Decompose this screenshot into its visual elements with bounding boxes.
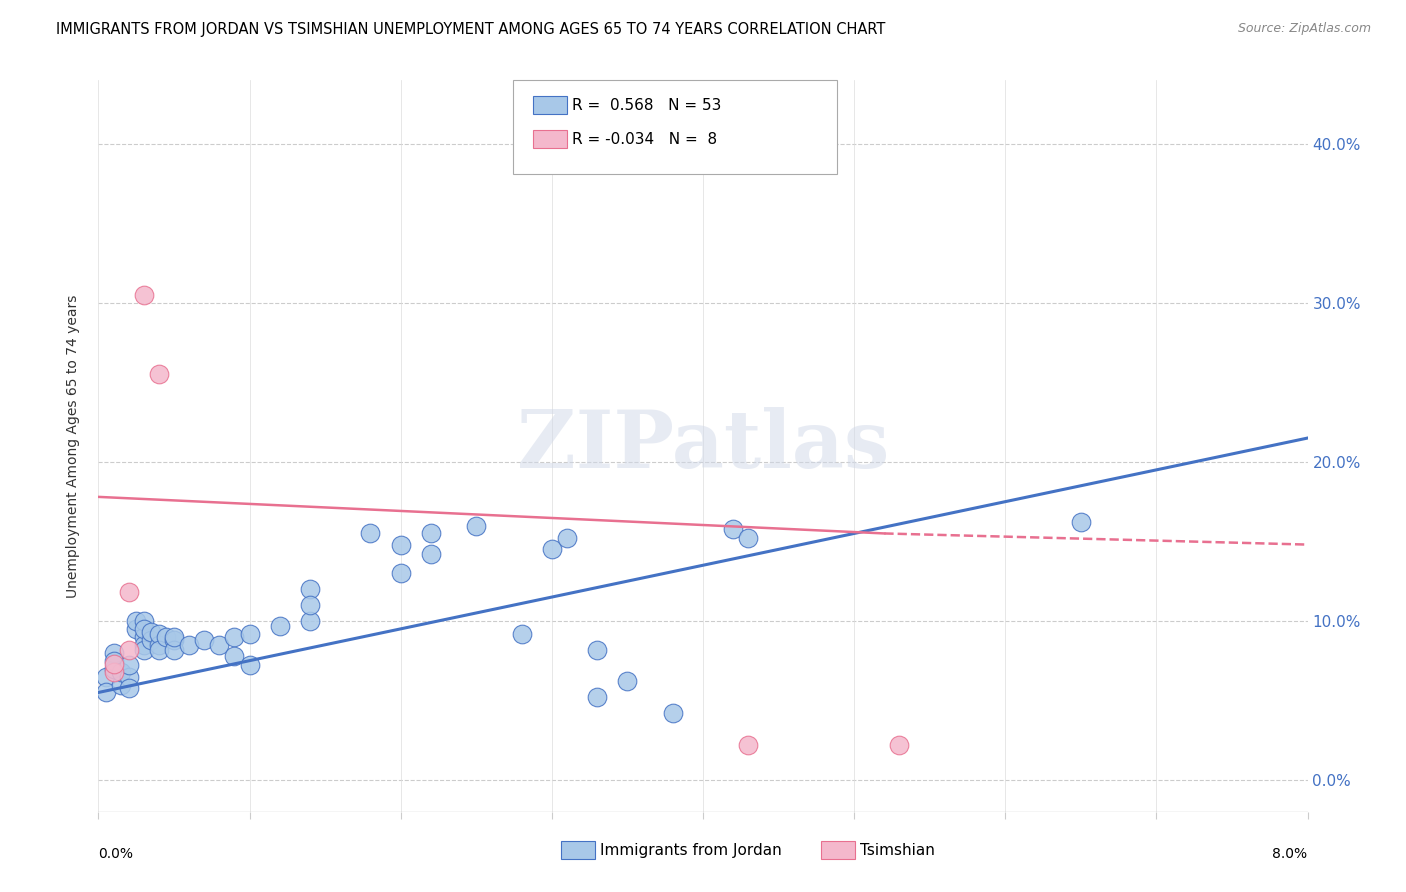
Point xyxy=(360,526,382,541)
Point xyxy=(132,630,155,644)
Point xyxy=(155,630,177,644)
Point xyxy=(103,662,125,676)
Point xyxy=(103,657,125,671)
Point xyxy=(141,625,163,640)
Point xyxy=(889,738,911,752)
Text: IMMIGRANTS FROM JORDAN VS TSIMSHIAN UNEMPLOYMENT AMONG AGES 65 TO 74 YEARS CORRE: IMMIGRANTS FROM JORDAN VS TSIMSHIAN UNEM… xyxy=(56,22,886,37)
Point xyxy=(103,646,125,660)
Point xyxy=(586,690,609,705)
Point xyxy=(94,669,117,683)
Point xyxy=(179,638,201,652)
Point xyxy=(141,632,163,647)
Text: Tsimshian: Tsimshian xyxy=(860,843,935,857)
Point xyxy=(132,642,155,657)
Point xyxy=(737,738,759,752)
Point xyxy=(299,614,322,628)
Text: 0.0%: 0.0% xyxy=(98,847,134,861)
Point xyxy=(118,669,141,683)
Point xyxy=(723,522,745,536)
Point xyxy=(239,658,262,673)
Point xyxy=(1070,516,1092,530)
Text: ZIPatlas: ZIPatlas xyxy=(517,407,889,485)
Point xyxy=(118,585,141,599)
Text: R = -0.034   N =  8: R = -0.034 N = 8 xyxy=(572,132,717,146)
Point xyxy=(163,642,186,657)
Point xyxy=(110,665,132,679)
Point xyxy=(103,665,125,679)
Y-axis label: Unemployment Among Ages 65 to 74 years: Unemployment Among Ages 65 to 74 years xyxy=(66,294,80,598)
Point xyxy=(540,542,562,557)
Point xyxy=(148,626,170,640)
Point xyxy=(132,638,155,652)
Point xyxy=(193,632,215,647)
Text: R =  0.568   N = 53: R = 0.568 N = 53 xyxy=(572,98,721,112)
Point xyxy=(555,531,578,545)
Point xyxy=(163,632,186,647)
Point xyxy=(132,614,155,628)
Point xyxy=(389,566,412,581)
Point xyxy=(661,706,683,720)
Point xyxy=(118,642,141,657)
Point xyxy=(163,630,186,644)
Point xyxy=(224,648,246,663)
Point xyxy=(148,368,170,382)
Point xyxy=(148,642,170,657)
Point xyxy=(118,681,141,695)
Point xyxy=(103,654,125,668)
Point xyxy=(125,622,148,636)
Point xyxy=(269,618,291,632)
Point xyxy=(224,630,246,644)
Point xyxy=(299,598,322,612)
Point xyxy=(94,685,117,699)
Text: Immigrants from Jordan: Immigrants from Jordan xyxy=(600,843,782,857)
Point xyxy=(510,626,533,640)
Point xyxy=(389,538,412,552)
Point xyxy=(299,582,322,596)
Text: Source: ZipAtlas.com: Source: ZipAtlas.com xyxy=(1237,22,1371,36)
Point xyxy=(125,614,148,628)
Point xyxy=(239,626,262,640)
Point xyxy=(420,526,443,541)
Point xyxy=(110,677,132,691)
Point xyxy=(465,518,488,533)
Point xyxy=(132,288,155,302)
Point xyxy=(118,658,141,673)
Point xyxy=(737,531,759,545)
Point xyxy=(132,622,155,636)
Point xyxy=(208,638,231,652)
Text: 8.0%: 8.0% xyxy=(1272,847,1308,861)
Point xyxy=(586,642,609,657)
Point xyxy=(148,638,170,652)
Point xyxy=(420,547,443,561)
Point xyxy=(616,674,638,689)
